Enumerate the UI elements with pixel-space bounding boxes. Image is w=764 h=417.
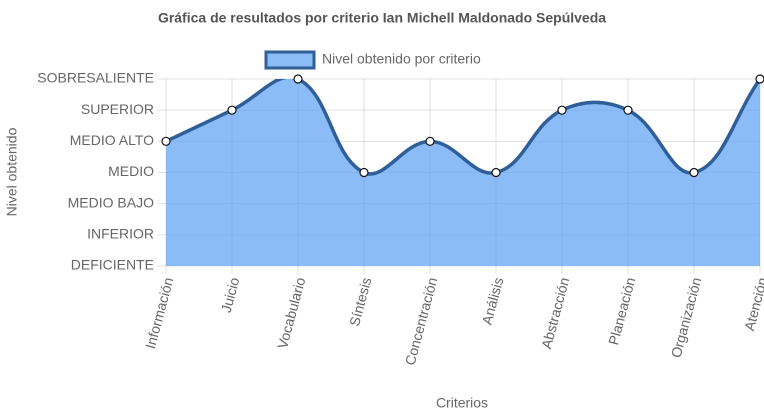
y-tick-label: MEDIO BAJO [68,194,154,210]
legend-label: Nivel obtenido por criterio [322,51,481,67]
area [166,79,760,266]
legend-swatch [264,50,316,70]
point [623,105,633,115]
x-axis-title: Criterios [436,395,488,411]
point [293,74,303,84]
x-tick-label: Organización [668,276,705,360]
y-axis-title: Nivel obtenido [4,127,20,216]
y-tick-label: SUPERIOR [81,101,154,117]
line [166,79,760,176]
x-tick-label: Planeación [605,276,638,347]
point [425,136,435,146]
x-tick-label: Juicio [218,275,243,314]
point [557,105,567,115]
x-tick-label: Abstracción [538,276,572,351]
y-tick-label: INFERIOR [87,226,154,242]
x-tick-label: Concentración [402,276,441,367]
x-tick-label: Atención [741,276,764,333]
point [689,167,699,178]
point [755,74,764,84]
x-tick-label: Vocabulario [274,275,308,350]
point [359,167,369,178]
x-tick-label: Información [142,276,176,351]
point [227,105,237,115]
point [161,136,171,146]
x-tick-label: Análisis [479,276,507,327]
y-tick-label: MEDIO ALTO [70,132,154,148]
y-tick-label: MEDIO [108,163,154,179]
series [166,79,760,266]
chart-title: Gráfica de resultados por criterio Ian M… [158,10,606,26]
point [491,167,501,178]
y-tick-label: SOBRESALIENTE [37,70,154,86]
x-tick-label: Síntesis [346,276,374,328]
y-tick-label: DEFICIENTE [71,257,154,273]
